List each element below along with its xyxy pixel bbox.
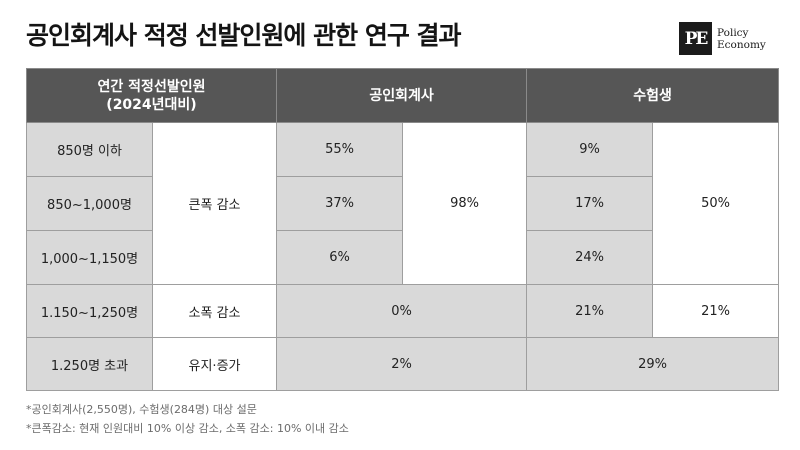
table-row: 1.250명 초과 유지·증가 2% 29% — [26, 337, 780, 391]
logo-line-policy: Policy — [717, 26, 749, 39]
range-cell: 850~1,000명 — [26, 176, 153, 231]
table-row: 850~1,000명 37% 17% — [26, 176, 779, 231]
header-annual-quota: 연간 적정선발인원 (2024년대비) — [25, 68, 278, 123]
exam-value-cell: 29% — [526, 337, 780, 391]
table-header-row: 연간 적정선발인원 (2024년대비) 공인회계사 수험생 — [25, 68, 780, 123]
cpa-large-decrease-total: 98% — [402, 122, 528, 285]
range-cell: 1.150~1,250명 — [26, 284, 153, 338]
group-maintain-increase: 유지·증가 — [151, 337, 278, 391]
exam-value-cell: 21% — [526, 284, 654, 338]
page-title: 공인회계사 적정 선발인원에 관한 연구 결과 — [26, 21, 462, 50]
group-large-decrease: 큰폭 감소 — [151, 122, 278, 285]
logo-wordmark: Policy Economy — [717, 27, 766, 51]
range-cell: 1,000~1,150명 — [26, 230, 153, 285]
table-row: 1.150~1,250명 소폭 감소 0% 21% 21% — [26, 284, 780, 338]
cpa-value-cell: 2% — [276, 337, 528, 391]
policy-economy-logo: PE Policy Economy — [679, 22, 766, 55]
pe-logo-icon: PE — [679, 22, 712, 55]
header-cpa: 공인회계사 — [276, 68, 528, 123]
exam-large-decrease-total: 50% — [652, 122, 780, 285]
exam-small-decrease-total: 21% — [652, 284, 780, 338]
exam-value-cell: 17% — [526, 176, 654, 231]
header-examinees: 수험생 — [526, 68, 780, 123]
range-cell: 1.250명 초과 — [26, 337, 153, 391]
cpa-value-cell: 6% — [276, 230, 404, 285]
logo-line-economy: Economy — [717, 38, 766, 51]
table-row: 1,000~1,150명 6% 24% — [26, 230, 779, 285]
footnotes: *공인회계사(2,550명), 수험생(284명) 대상 설문 *큰폭감소: 현… — [26, 400, 349, 438]
cpa-value-cell: 37% — [276, 176, 404, 231]
group-small-decrease: 소폭 감소 — [151, 284, 278, 338]
cpa-value-cell: 0% — [276, 284, 528, 338]
survey-results-table: 연간 적정선발인원 (2024년대비) 공인회계사 수험생 850명 이하 큰폭… — [25, 68, 780, 391]
header-annual-quota-line1: 연간 적정선발인원 — [97, 78, 206, 95]
exam-value-cell: 24% — [526, 230, 654, 285]
cpa-value-cell: 55% — [276, 122, 404, 177]
exam-value-cell: 9% — [526, 122, 654, 177]
footnote-definitions: *큰폭감소: 현재 인원대비 10% 이상 감소, 소폭 감소: 10% 이내 … — [26, 422, 349, 435]
footnote-survey-sample: *공인회계사(2,550명), 수험생(284명) 대상 설문 — [26, 403, 257, 416]
range-cell: 850명 이하 — [26, 122, 153, 177]
header-annual-quota-line2: (2024년대비) — [106, 96, 197, 113]
table-row: 850명 이하 큰폭 감소 55% 98% 9% 50% — [26, 122, 780, 285]
